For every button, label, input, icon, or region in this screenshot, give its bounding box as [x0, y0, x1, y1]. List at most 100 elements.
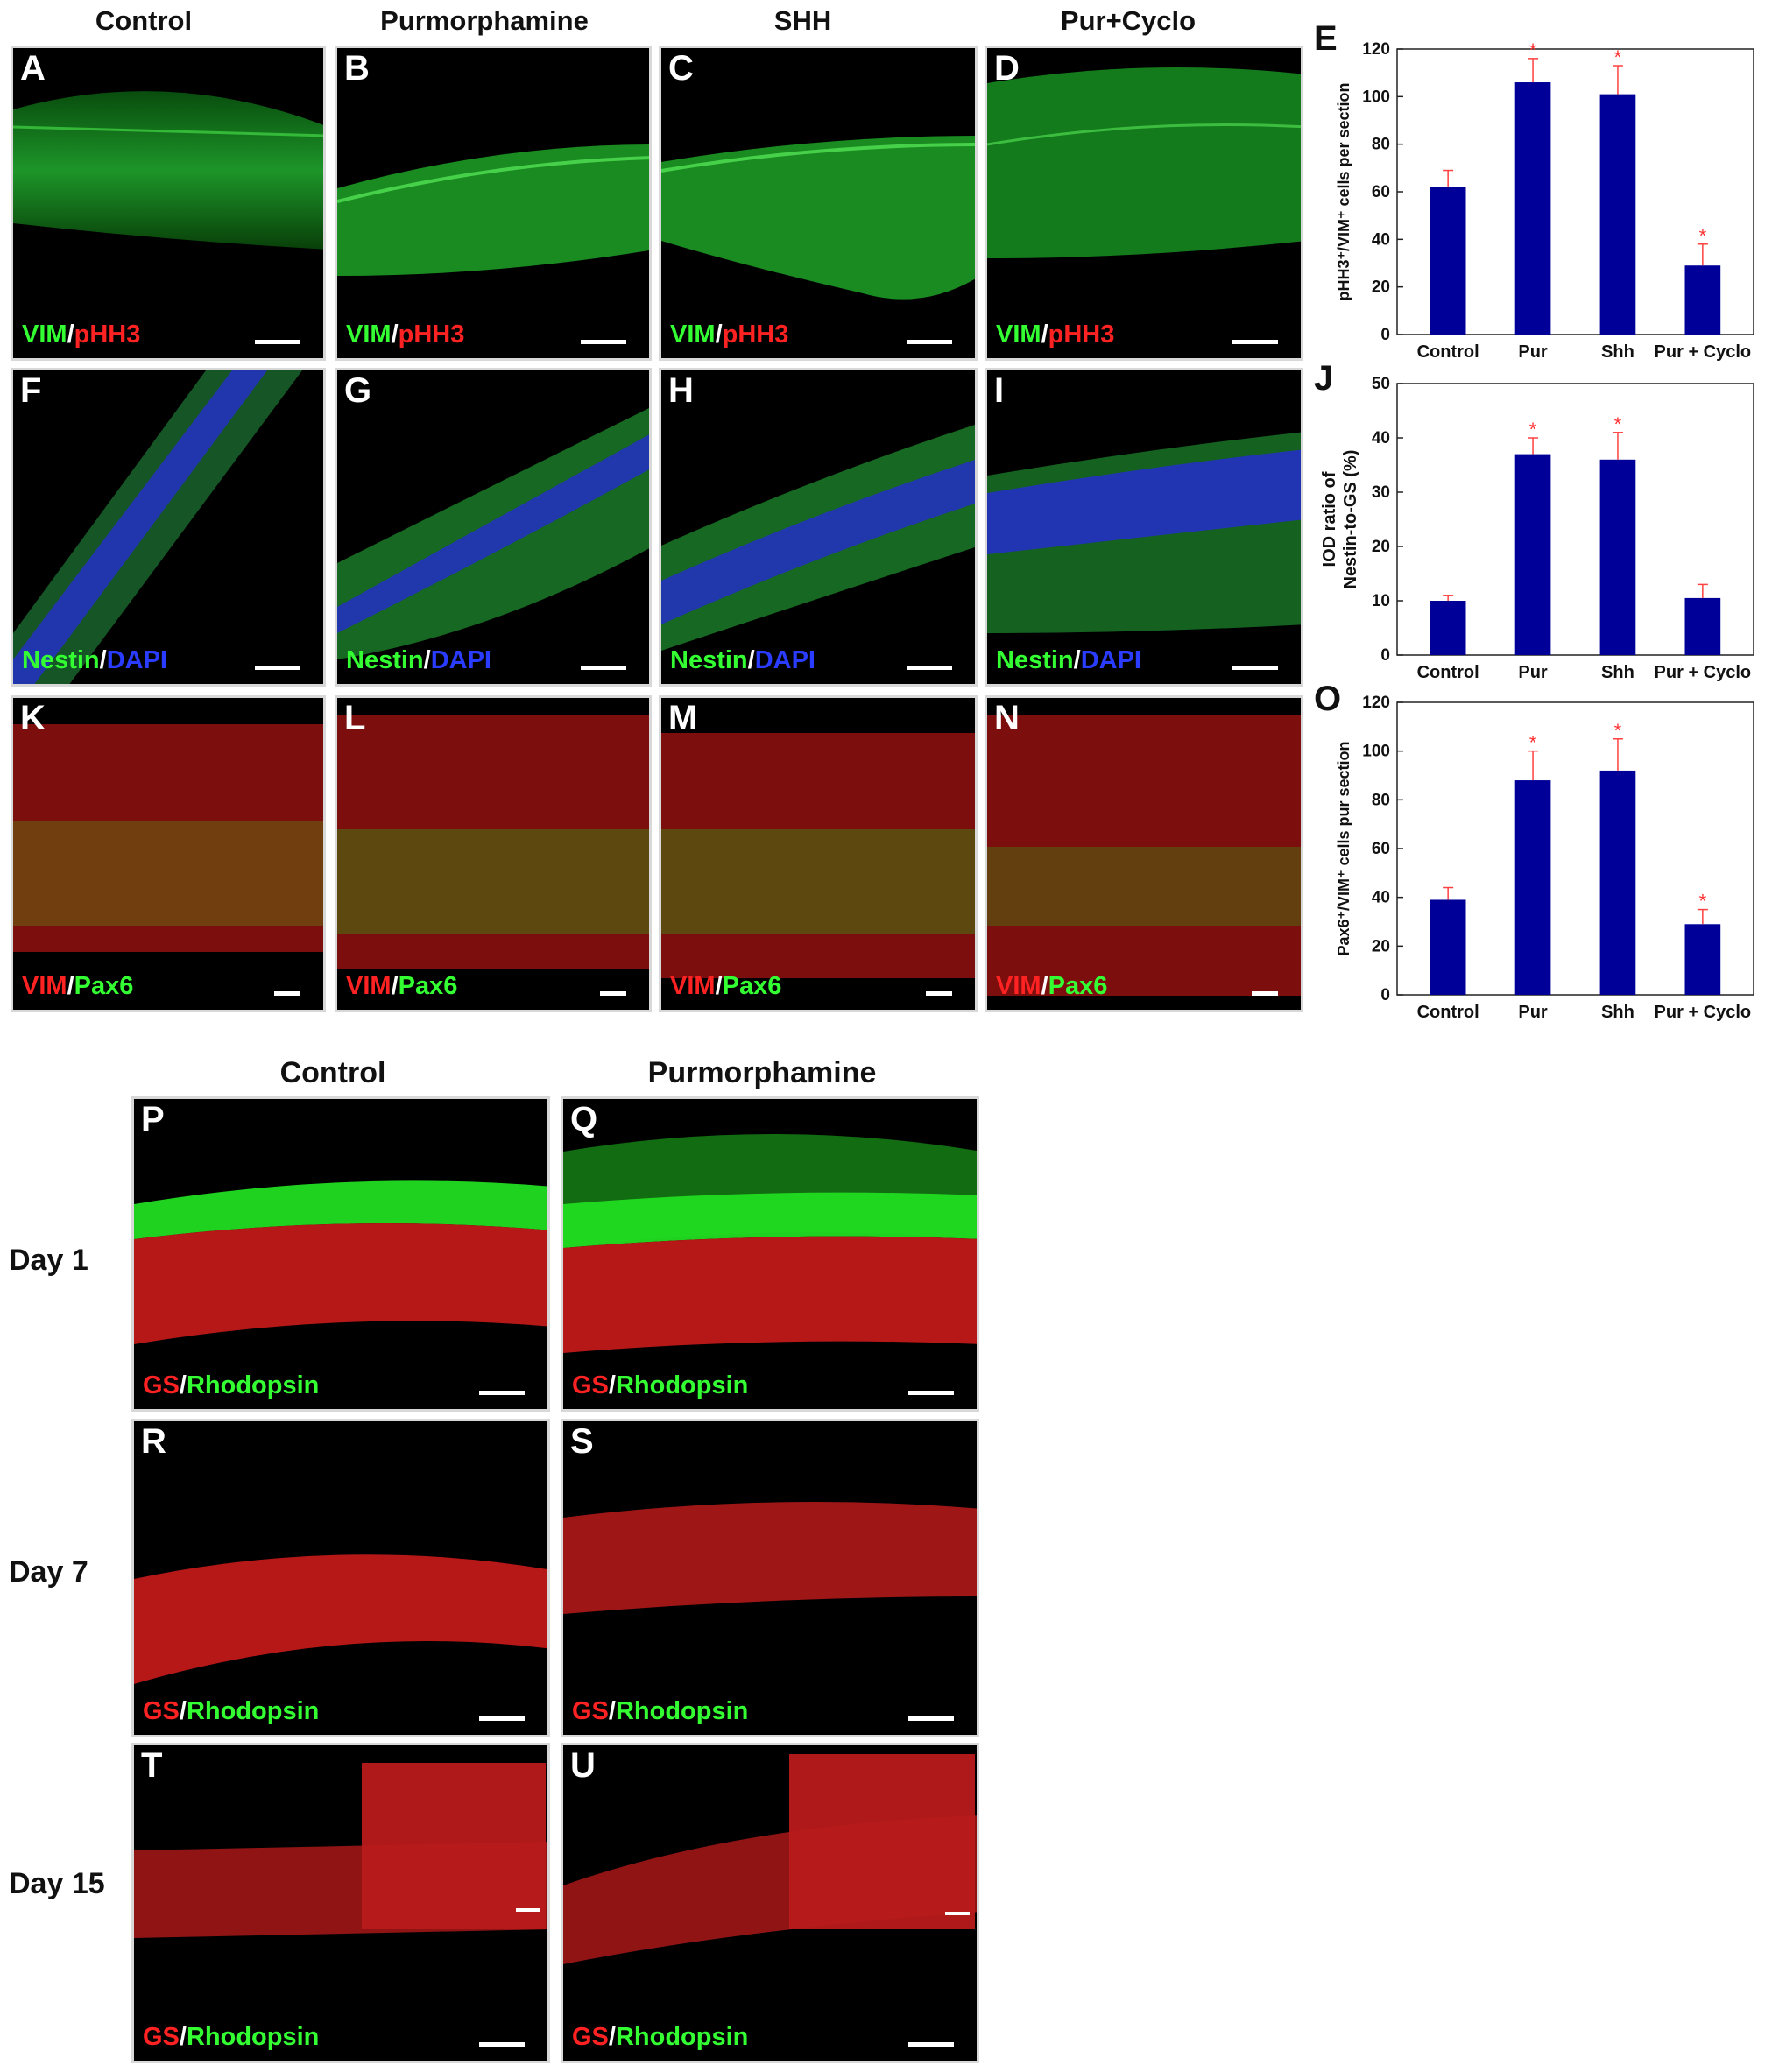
- tissue-image: [661, 136, 975, 300]
- row-label-day-1: Day 1: [9, 1244, 88, 1277]
- y-tick-label: 40: [1372, 230, 1390, 249]
- y-axis-label: IOD ratio of: [1320, 471, 1339, 567]
- bar: [1599, 459, 1636, 655]
- tissue-image: [134, 1763, 547, 1938]
- tissue-image: [563, 1134, 977, 1353]
- y-tick-label: 120: [1362, 40, 1390, 59]
- bar: [1430, 601, 1466, 655]
- bar: [1514, 780, 1551, 995]
- panel-letter: N: [994, 699, 1020, 737]
- y-tick-label: 30: [1372, 483, 1390, 502]
- row-label-day-7: Day 7: [9, 1555, 88, 1589]
- stain-label: Nestin/DAPI: [346, 646, 491, 674]
- y-axis-label: Pax6⁺/VIM⁺ cells pur section: [1335, 741, 1352, 955]
- y-tick-label: 60: [1372, 183, 1390, 201]
- bar: [1430, 187, 1466, 335]
- bar-chart-j: 0 10 20 30 40 50 Control * Pur * Shh Pur + Cyclo IOD…: [1314, 370, 1769, 690]
- y-axis-label: Nestin-to-GS (%): [1341, 450, 1360, 589]
- column-header-purmorphamine-bottom: Purmorphamine: [647, 1056, 877, 1089]
- significance-star: *: [1529, 419, 1537, 440]
- column-header-control: Control: [95, 5, 193, 36]
- stain-label: VIM/Pax6: [996, 972, 1108, 1000]
- panel-letter: G: [344, 371, 372, 410]
- scale-bar: [479, 1716, 525, 1721]
- x-tick-label: Pur: [1518, 1003, 1548, 1022]
- panel-letter: P: [141, 1100, 165, 1138]
- column-header-shh: SHH: [773, 5, 832, 36]
- micrograph-panel-a: A VIM/pHH3: [11, 46, 326, 361]
- tissue-image: [563, 1754, 977, 1964]
- panel-letter: U: [570, 1746, 596, 1785]
- bar: [1430, 899, 1466, 995]
- tissue-image: [337, 407, 649, 659]
- significance-star: *: [1614, 720, 1622, 742]
- scale-bar: [479, 1391, 525, 1395]
- y-tick-label: 0: [1380, 646, 1390, 665]
- stain-label: VIM/Pax6: [22, 972, 134, 1000]
- x-tick-label: Pur + Cyclo: [1655, 1003, 1752, 1022]
- bar-chart-o: 0 20 40 60 80 100 120 Control * Pur * Shh * Pur + Cyc…: [1314, 688, 1769, 1030]
- chart-svg: 0 20 40 60 80 100 120 Control * Pur * Shh * Pur + Cyc…: [1335, 694, 1754, 1022]
- micrograph-panel-h: H Nestin/DAPI: [659, 368, 978, 687]
- y-tick-label: 20: [1372, 937, 1390, 955]
- scale-bar: [1252, 991, 1278, 996]
- panel-letter: S: [570, 1422, 594, 1461]
- micrograph-panel-n: N VIM/Pax6: [985, 695, 1303, 1012]
- x-tick-label: Control: [1417, 342, 1479, 362]
- x-tick-label: Control: [1417, 1003, 1479, 1022]
- scale-bar: [274, 991, 300, 996]
- micrograph-panel-m: M VIM/Pax6: [659, 695, 978, 1012]
- column-header-purmorphamine: Purmorphamine: [380, 5, 589, 36]
- stain-label: GS/Rhodopsin: [143, 1697, 320, 1725]
- significance-star: *: [1529, 732, 1537, 754]
- tissue-image: [337, 144, 649, 276]
- panel-letter: M: [668, 699, 698, 737]
- tissue-image: [987, 67, 1301, 258]
- x-tick-label: Shh: [1601, 1003, 1634, 1022]
- x-tick-label: Pur + Cyclo: [1655, 342, 1752, 362]
- tissue-image: [13, 370, 302, 684]
- y-tick-label: 50: [1372, 375, 1390, 393]
- stain-label: VIM/pHH3: [346, 321, 465, 349]
- micrograph-panel-p: P GS/Rhodopsin: [131, 1096, 550, 1412]
- scale-bar: [479, 2042, 525, 2047]
- scale-bar: [1232, 666, 1278, 670]
- panel-letter: Q: [570, 1100, 598, 1138]
- micrograph-panel-s: S GS/Rhodopsin: [561, 1419, 979, 1737]
- bar: [1514, 82, 1551, 335]
- significance-star: *: [1614, 46, 1622, 68]
- y-axis-label: pHH3⁺/VIM⁺ cells per section: [1335, 82, 1352, 300]
- scale-bar: [907, 666, 952, 670]
- bar: [1684, 265, 1721, 335]
- micrograph-panel-t: T GS/Rhodopsin: [131, 1743, 550, 2063]
- stain-label: Nestin/DAPI: [670, 646, 815, 674]
- y-tick-label: 100: [1362, 743, 1390, 761]
- y-tick-label: 20: [1372, 278, 1390, 297]
- panel-letter: B: [344, 49, 370, 88]
- x-tick-label: Pur: [1518, 342, 1548, 362]
- significance-star: *: [1614, 413, 1622, 435]
- x-tick-label: Control: [1417, 663, 1479, 682]
- column-header-control-bottom: Control: [279, 1056, 386, 1089]
- micrograph-panel-u: U GS/Rhodopsin: [561, 1743, 979, 2063]
- stain-label: Nestin/DAPI: [996, 646, 1141, 674]
- stain-label: GS/Rhodopsin: [572, 1697, 749, 1725]
- stain-label: VIM/pHH3: [996, 321, 1115, 349]
- significance-star: *: [1529, 39, 1537, 61]
- tissue-image: [134, 1180, 547, 1344]
- micrograph-panel-g: G Nestin/DAPI: [335, 368, 652, 687]
- tissue-image: [987, 432, 1301, 633]
- tissue-image: [563, 1502, 977, 1614]
- column-header-pur-cyclo: Pur+Cyclo: [1060, 5, 1197, 36]
- y-tick-label: 120: [1362, 694, 1390, 712]
- stain-label: VIM/Pax6: [670, 972, 782, 1000]
- micrograph-panel-d: D VIM/pHH3: [985, 46, 1303, 361]
- scale-bar: [600, 991, 626, 996]
- stain-label: GS/Rhodopsin: [143, 1371, 320, 1399]
- stain-label: GS/Rhodopsin: [143, 2023, 320, 2051]
- panel-letter: I: [994, 371, 1005, 410]
- bar: [1684, 597, 1721, 655]
- tissue-image: [13, 91, 323, 250]
- scale-bar: [908, 1716, 954, 1721]
- tissue-image: [337, 715, 649, 969]
